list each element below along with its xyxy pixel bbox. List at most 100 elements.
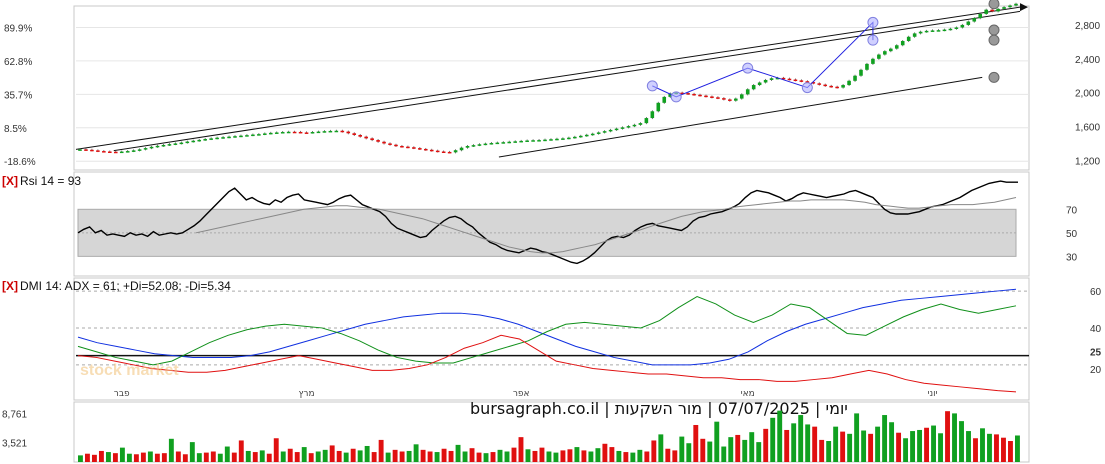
volume-tick-label: 3,521 bbox=[2, 439, 27, 450]
candle-body bbox=[614, 128, 619, 131]
candle-body bbox=[215, 137, 219, 140]
candle-body bbox=[418, 148, 422, 150]
candle-body bbox=[751, 85, 756, 90]
price-tick-label: 1,600 bbox=[1075, 123, 1100, 134]
rsi-lines bbox=[77, 180, 1018, 265]
candle-body bbox=[996, 8, 1000, 12]
volume-bar bbox=[252, 452, 258, 462]
candlesticks bbox=[78, 2, 1018, 154]
volume-bar bbox=[322, 449, 328, 462]
trend-line bbox=[113, 10, 1021, 152]
candle-body bbox=[447, 151, 452, 154]
volume-bar bbox=[609, 447, 615, 462]
candle-body bbox=[549, 139, 553, 141]
rsi-close-marker[interactable]: [X] bbox=[2, 174, 18, 188]
volume-bar bbox=[84, 453, 90, 462]
volume-bar bbox=[350, 448, 356, 462]
candle-body bbox=[662, 96, 667, 103]
dmi-close-marker[interactable]: [X] bbox=[2, 279, 18, 293]
volume-bar bbox=[175, 451, 181, 462]
pattern-point bbox=[801, 82, 813, 94]
candle-body bbox=[948, 28, 953, 31]
volume-bar bbox=[973, 438, 978, 462]
candle-body bbox=[268, 132, 273, 135]
volume-bar bbox=[574, 447, 580, 462]
volume-bar bbox=[154, 453, 160, 462]
volume-panel-frame bbox=[73, 401, 1030, 463]
candle-body bbox=[125, 151, 130, 153]
volume-bar bbox=[399, 451, 405, 462]
volume-bar bbox=[581, 450, 587, 462]
candle-body bbox=[90, 149, 94, 152]
candle-body bbox=[632, 124, 637, 127]
volume-bar bbox=[630, 452, 636, 462]
pattern-zigzag bbox=[652, 21, 874, 98]
candle-body bbox=[734, 98, 738, 101]
volume-bar bbox=[78, 455, 83, 462]
candle-body bbox=[400, 145, 404, 148]
watermark: stock market bbox=[80, 362, 179, 379]
candle-body bbox=[203, 139, 207, 141]
candle-body bbox=[388, 143, 392, 145]
fib-label: 8.5% bbox=[4, 124, 27, 135]
candle-body bbox=[525, 140, 529, 142]
volume-bar bbox=[98, 450, 104, 462]
volume-bar bbox=[1001, 437, 1006, 462]
volume-bar bbox=[329, 445, 335, 462]
candle-body bbox=[334, 130, 339, 133]
volume-bar bbox=[931, 425, 936, 462]
volume-bar bbox=[833, 426, 839, 462]
volume-bar bbox=[343, 452, 349, 462]
volume-bar bbox=[182, 454, 188, 462]
volume-bar bbox=[280, 451, 286, 462]
volume-bar bbox=[651, 440, 657, 462]
candle-body bbox=[954, 27, 959, 29]
volume-bar bbox=[595, 448, 601, 462]
volume-bar bbox=[812, 426, 818, 462]
volume-bar bbox=[294, 452, 300, 462]
candle-body bbox=[370, 138, 374, 141]
candle-body bbox=[406, 146, 410, 149]
price-tick-label: 1,200 bbox=[1075, 156, 1100, 167]
volume-bar bbox=[700, 438, 706, 462]
volume-bar bbox=[889, 422, 895, 462]
volume-bar bbox=[462, 451, 468, 462]
candle-body bbox=[745, 89, 750, 95]
volume-bar bbox=[567, 449, 573, 462]
candle-body bbox=[483, 143, 488, 146]
candle-body bbox=[1014, 3, 1018, 6]
candle-body bbox=[173, 143, 178, 145]
volume-bar bbox=[371, 452, 377, 462]
candle-body bbox=[847, 80, 851, 86]
dmi-tick-label: 40 bbox=[1090, 324, 1102, 335]
rsi-tick-label: 30 bbox=[1066, 252, 1078, 263]
volume-bar bbox=[637, 449, 643, 462]
price-tick-label: 2,400 bbox=[1075, 55, 1100, 66]
candle-body bbox=[716, 97, 720, 99]
candle-body bbox=[990, 9, 994, 12]
volume-bar bbox=[224, 446, 230, 462]
candle-body bbox=[787, 78, 792, 81]
volume-bar bbox=[147, 451, 153, 462]
volume-bar bbox=[518, 437, 524, 462]
candle-body bbox=[710, 96, 714, 98]
rsi-tick-label: 50 bbox=[1066, 229, 1078, 240]
month-label: מרץ bbox=[299, 389, 315, 399]
volume-bar bbox=[105, 452, 111, 462]
volume-bar bbox=[385, 452, 391, 462]
candle-body bbox=[918, 31, 923, 34]
candle-body bbox=[775, 77, 780, 80]
chart-caption: יומי | 07/07/2025 | מור השקעות | bursagr… bbox=[470, 399, 848, 418]
candle-body bbox=[209, 138, 213, 140]
price-gridlines bbox=[76, 26, 1029, 162]
candle-body bbox=[877, 54, 881, 59]
candle-body bbox=[251, 134, 255, 137]
candle-body bbox=[942, 29, 947, 32]
volume-bar bbox=[119, 447, 125, 462]
volume-bar bbox=[553, 452, 559, 462]
price-axis: 2,800 2,400 2,000 1,600 1,200 bbox=[1075, 21, 1100, 167]
volume-bar bbox=[546, 451, 552, 462]
trend-endpoint bbox=[988, 24, 1000, 36]
volume-bar bbox=[273, 438, 279, 462]
candle-body bbox=[829, 85, 833, 88]
